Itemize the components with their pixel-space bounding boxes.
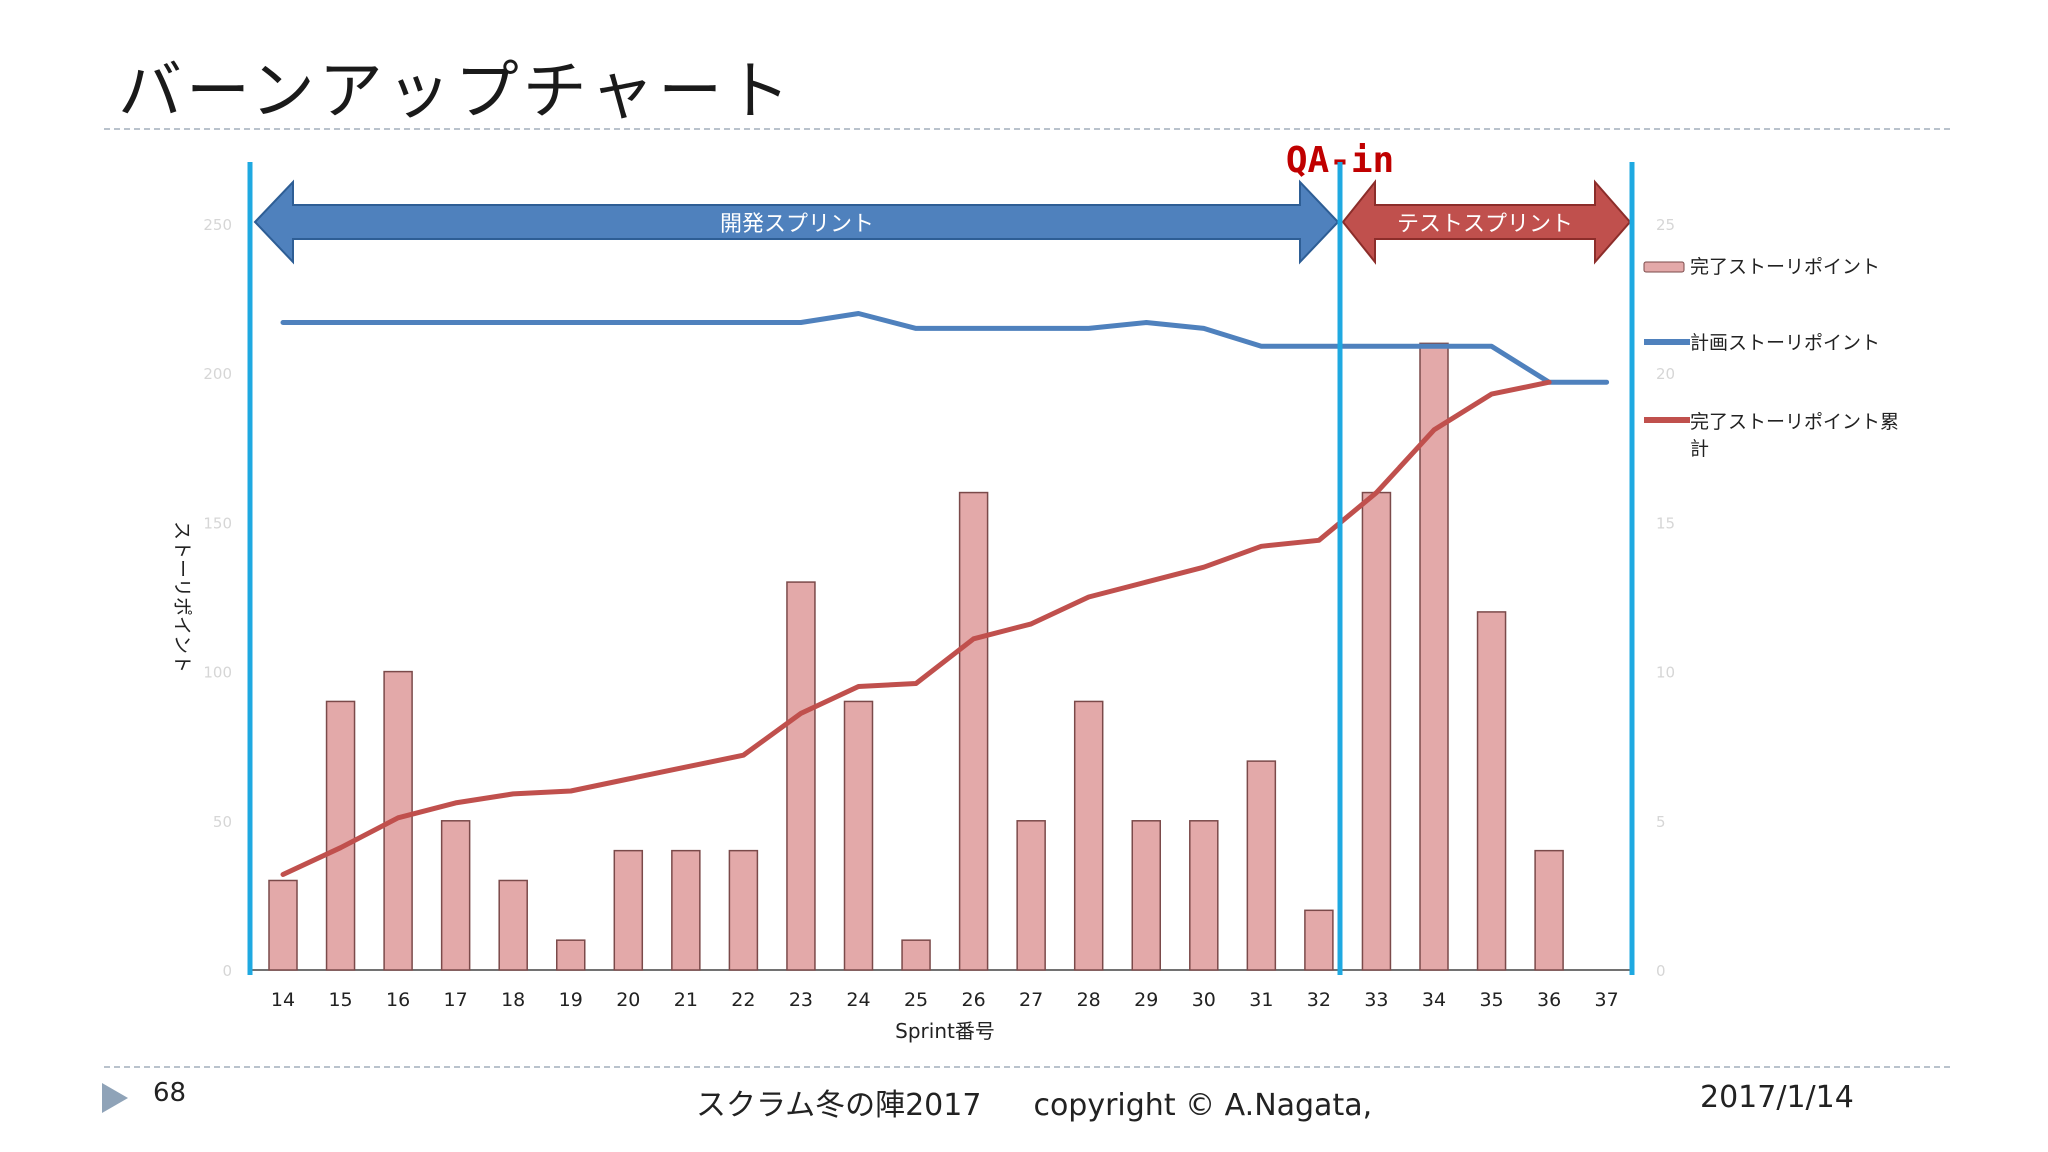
y-tick-label: 0 (222, 962, 232, 980)
x-tick-label: 18 (501, 989, 525, 1011)
bar (1246, 760, 1277, 971)
x-tick-label: 33 (1364, 989, 1388, 1011)
y2-tick-label: 5 (1656, 813, 1666, 831)
footer-center: スクラム冬の陣2017 copyright © A.Nagata, (696, 1080, 1372, 1124)
bar (1476, 611, 1507, 971)
page-number: 68 (153, 1078, 187, 1108)
play-icon (102, 1083, 128, 1113)
y-tick-label: 100 (203, 664, 232, 682)
x-tick-label: 26 (962, 989, 986, 1011)
y-tick-label: 150 (203, 514, 232, 532)
x-tick-label: 36 (1537, 989, 1561, 1011)
bar (613, 849, 644, 971)
x-tick-label: 37 (1595, 989, 1619, 1011)
footer-event: スクラム冬の陣2017 (696, 1088, 982, 1123)
legend-label-plan: 計画ストーリポイント (1690, 332, 1880, 354)
x-tick-label: 27 (1019, 989, 1043, 1011)
bar (1131, 820, 1161, 971)
x-tick-label: 16 (386, 989, 410, 1011)
slide-title: バーンアップチャート (118, 55, 795, 129)
y-tick-label: 50 (213, 813, 232, 831)
bar (671, 849, 701, 971)
legend-label-completed: 完了ストーリポイント (1690, 256, 1880, 278)
x-tick-label: 31 (1249, 989, 1273, 1011)
bar (556, 939, 586, 971)
x-tick-label: 34 (1422, 989, 1446, 1011)
x-tick-label: 32 (1307, 989, 1331, 1011)
bar (958, 491, 989, 971)
y2-tick-label: 15 (1656, 514, 1675, 532)
y-axis-title: ストーリポイント (171, 521, 193, 673)
x-axis-title: Sprint番号 (895, 1019, 995, 1043)
x-tick-label: 28 (1077, 989, 1101, 1011)
bar (1361, 491, 1392, 971)
footer-divider (104, 1066, 1950, 1068)
bar (1073, 700, 1104, 971)
bar (498, 879, 528, 971)
x-tick-label: 23 (789, 989, 813, 1011)
bar (1189, 820, 1219, 971)
bar (440, 820, 471, 971)
cumulative-line (280, 379, 1552, 877)
x-tick-label: 22 (731, 989, 755, 1011)
x-tick-label: 19 (559, 989, 583, 1011)
x-tick-label: 17 (444, 989, 468, 1011)
bar (728, 849, 759, 971)
y2-tick-label: 10 (1656, 664, 1675, 682)
legend-swatch-bar (1643, 261, 1685, 273)
plan-line (280, 311, 1610, 385)
legend-label-cumulative: 完了ストーリポイント累 計 (1690, 411, 1905, 460)
bar (1419, 342, 1449, 971)
legend: 完了ストーリポイント 計画ストーリポイント 完了ストーリポイント累 計 (1643, 256, 1905, 460)
x-tick-label: 21 (674, 989, 698, 1011)
x-tick-label: 35 (1479, 989, 1503, 1011)
x-tick-label: 15 (328, 989, 352, 1011)
footer-copyright: copyright © A.Nagata, (1033, 1088, 1373, 1123)
x-tick-label: 25 (904, 989, 928, 1011)
test-sprint-label: テストスプリント (1397, 212, 1573, 237)
bar (1016, 820, 1046, 971)
bar (901, 939, 931, 971)
y2-tick-label: 25 (1656, 216, 1675, 234)
bar (1534, 849, 1564, 971)
y-tick-label: 250 (203, 216, 232, 234)
x-tick-label: 30 (1192, 989, 1216, 1011)
x-tick-label: 14 (271, 989, 295, 1011)
bar (843, 700, 874, 971)
title-divider (104, 128, 1950, 130)
bar (1304, 909, 1334, 971)
x-tick-label: 20 (616, 989, 640, 1011)
y2-tick-label: 20 (1656, 365, 1675, 383)
footer-date: 2017/1/14 (1700, 1080, 1854, 1115)
y2-tick-label: 0 (1656, 962, 1666, 980)
dev-sprint-label: 開発スプリント (720, 212, 874, 237)
x-tick-label: 29 (1134, 989, 1158, 1011)
bar (786, 581, 816, 971)
bar (325, 700, 356, 971)
y-tick-label: 200 (203, 365, 232, 383)
bar (268, 879, 298, 971)
x-tick-label: 24 (846, 989, 870, 1011)
